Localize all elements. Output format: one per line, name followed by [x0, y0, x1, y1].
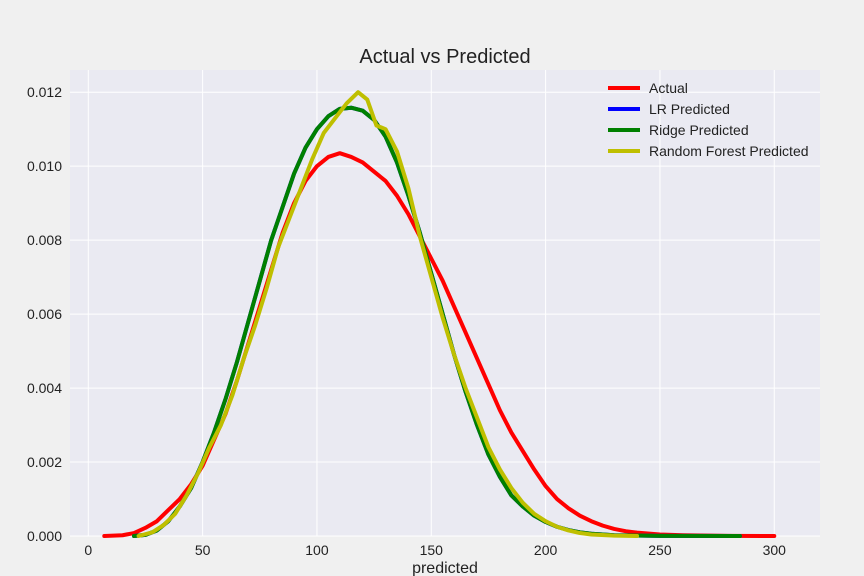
x-tick-label: 250: [648, 542, 672, 558]
grid: [70, 70, 820, 537]
x-tick-label: 150: [420, 542, 444, 558]
x-axis-label: predicted: [412, 560, 478, 576]
legend: Actual LR Predicted Ridge Predicted Random …: [608, 80, 809, 159]
x-tick-label: 200: [534, 542, 558, 558]
x-tick-label: 0: [84, 542, 92, 558]
y-axis: 0.000 0.002 0.004 0.006 0.008 0.010 0.012: [27, 84, 62, 544]
x-tick-label: 300: [763, 542, 787, 558]
legend-label: Actual: [649, 80, 688, 96]
y-tick-label: 0.004: [27, 380, 62, 396]
series-line-random-forest-predicted: [136, 90, 640, 538]
plot-area: [70, 70, 820, 536]
legend-label: Random Forest Predicted: [649, 143, 809, 159]
x-tick-label: 100: [305, 542, 329, 558]
x-axis: 0 50 100 150 200 250 300: [84, 542, 786, 558]
y-tick-label: 0.000: [27, 528, 62, 544]
y-tick-label: 0.008: [27, 232, 62, 248]
chart-title: Actual vs Predicted: [359, 46, 530, 68]
y-tick-label: 0.002: [27, 454, 62, 470]
legend-label: LR Predicted: [649, 101, 730, 117]
series-layer: [102, 90, 777, 538]
legend-label: Ridge Predicted: [649, 122, 749, 138]
y-tick-label: 0.012: [27, 84, 62, 100]
y-tick-label: 0.010: [27, 158, 62, 174]
y-tick-label: 0.006: [27, 306, 62, 322]
x-tick-label: 50: [195, 542, 211, 558]
